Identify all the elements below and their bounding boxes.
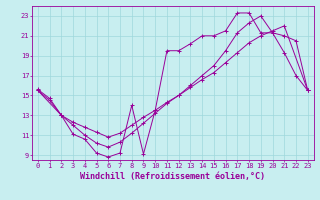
X-axis label: Windchill (Refroidissement éolien,°C): Windchill (Refroidissement éolien,°C) (80, 172, 265, 181)
